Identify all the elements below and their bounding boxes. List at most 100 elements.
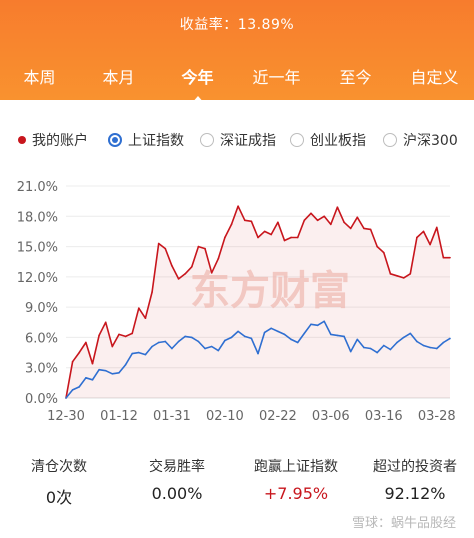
series-point-1 [283,333,286,336]
radio-selected-icon[interactable] [108,133,122,147]
radio-icon[interactable] [383,133,397,147]
legend-shanghai-index[interactable]: 上证指数 [108,128,184,152]
series-point-0 [230,223,233,226]
series-point-1 [210,345,213,348]
series-point-0 [369,228,372,231]
series-point-1 [71,389,74,391]
series-point-0 [190,265,193,268]
series-point-0 [435,226,438,229]
series-point-1 [157,341,160,344]
header-bar: 收益率：13.89% 本周 本月 今年 近一年 至今 自定义 [0,0,474,104]
tab-this-month[interactable]: 本月 [102,68,135,87]
series-point-1 [277,330,279,333]
series-point-1 [151,345,153,348]
series-point-0 [204,247,206,250]
series-point-1 [376,351,378,354]
tab-this-year[interactable]: 今年 [158,64,237,104]
series-point-0 [164,247,167,250]
series-point-0 [402,277,405,279]
series-point-1 [78,386,81,388]
series-point-0 [449,256,451,259]
series-point-1 [124,363,127,366]
series-point-1 [98,368,100,371]
series-point-1 [65,397,67,399]
series-point-0 [429,243,431,246]
stat-beat-investors: 超过的投资者 92.12% [373,459,457,503]
series-point-1 [296,341,299,344]
series-point-1 [416,340,418,343]
series-point-1 [217,349,220,352]
x-tick-label: 02-22 [259,409,297,424]
y-tick-label: 12.0% [17,271,58,286]
series-point-0 [349,227,352,230]
series-point-0 [131,332,134,335]
series-point-0 [263,230,266,233]
series-point-0 [323,215,326,218]
series-point-0 [422,230,425,233]
stat-clearance-count: 清仓次数 0次 [31,459,87,507]
series-point-0 [210,272,213,274]
series-point-0 [184,273,186,275]
chart-watermark: 东方财富 [190,268,350,314]
x-tick-label: 01-31 [153,409,191,424]
series-point-0 [217,257,220,260]
series-point-0 [85,341,87,344]
legend-chinext[interactable]: 创业板指 [290,128,366,152]
series-point-1 [190,336,193,339]
series-point-1 [363,346,365,349]
x-tick-label: 12-30 [47,409,85,424]
series-point-1 [85,377,87,379]
series-point-1 [144,353,147,356]
series-point-0 [237,205,239,207]
series-point-0 [257,236,259,239]
series-point-1 [184,335,186,338]
series-point-0 [409,273,412,275]
series-point-1 [449,337,451,340]
y-tick-label: 18.0% [17,210,58,225]
tab-custom[interactable]: 自定义 [410,68,459,87]
series-point-0 [104,321,107,324]
series-point-1 [343,335,345,338]
tab-this-week[interactable]: 本周 [23,68,56,87]
series-point-1 [111,372,114,375]
series-point-0 [336,206,339,208]
series-point-1 [91,379,94,381]
x-tick-label: 03-28 [418,409,456,424]
series-point-0 [124,335,127,338]
series-point-0 [98,334,100,337]
radio-icon[interactable] [200,133,214,147]
tab-past-year[interactable]: 近一年 [252,68,301,87]
series-point-0 [250,220,253,223]
series-point-1 [243,335,246,338]
series-point-0 [224,236,226,239]
series-point-1 [349,350,352,353]
xueqiu-watermark: 雪球：蜗牛品股经 [351,516,456,531]
series-point-0 [78,351,81,354]
y-tick-label: 21.0% [17,180,58,195]
stat-outperform-index: 跑赢上证指数 +7.95% [254,459,338,503]
radio-icon[interactable] [290,133,304,147]
series-point-0 [343,221,345,224]
period-tabs: 本周 本月 今年 近一年 至今 自定义 [0,54,474,104]
series-point-1 [131,352,134,355]
legend-my-account: 我的账户 [18,128,88,152]
series-point-0 [382,251,385,254]
series-point-1 [204,347,206,350]
series-point-0 [71,360,74,363]
stats-row: 清仓次数 0次 交易胜率 0.00% 跑赢上证指数 +7.95% 超过的投资者 … [0,456,474,507]
series-point-1 [310,323,312,326]
series-point-1 [382,344,385,347]
series-point-1 [237,330,239,333]
y-tick-label: 0.0% [25,392,58,407]
red-dot-icon [18,136,26,144]
series-point-1 [429,346,431,349]
return-line-chart: 0.0% 3.0% 6.0% 9.0% 12.0% 15.0% 18.0% 21.0% 东方财富… [17,180,456,424]
legend-shenzhen-component[interactable]: 深证成指 [200,128,276,152]
y-tick-label: 3.0% [25,362,58,377]
series-point-1 [224,339,226,342]
series-area-0 [66,206,450,398]
series-point-1 [257,352,259,355]
legend-csi-300[interactable]: 沪深300 [383,128,458,152]
tab-to-date[interactable]: 至今 [339,68,372,87]
series-point-1 [389,348,392,351]
